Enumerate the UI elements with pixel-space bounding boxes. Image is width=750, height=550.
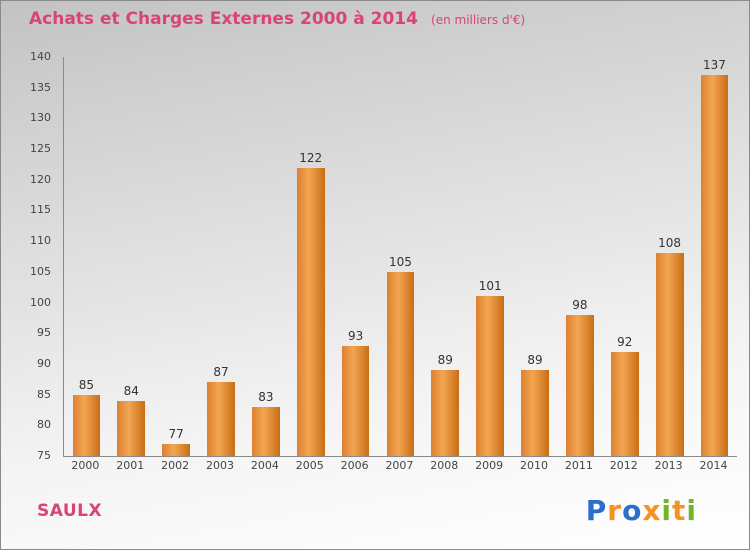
y-tick-label: 85 (37, 387, 51, 401)
plot-area: 85 84 77 87 83 122 93 105 89 101 89 98 92 108 137 (63, 57, 737, 457)
x-tick-label: 2002 (161, 459, 190, 472)
chart-title: Achats et Charges Externes 2000 à 2014 (29, 9, 418, 29)
bar-2011 (565, 314, 594, 456)
logo-letter: i (661, 494, 672, 527)
x-tick-label: 2000 (71, 459, 100, 472)
x-tick-label: 2011 (564, 459, 593, 472)
x-tick-label: 2013 (654, 459, 683, 472)
bar-slot-2000: 85 (64, 57, 109, 456)
y-tick-label: 95 (37, 326, 51, 340)
bar-slot-2003: 87 (199, 57, 244, 456)
logo-letter: P (585, 494, 608, 527)
bar-slot-2007: 105 (378, 57, 423, 456)
bar-2014 (700, 75, 729, 456)
bar-2009 (476, 296, 505, 456)
y-tick-label: 80 (37, 418, 51, 432)
bar-value-label: 87 (213, 365, 229, 380)
bar-2007 (386, 271, 415, 456)
bar-slot-2008: 89 (423, 57, 468, 456)
y-tick-label: 100 (30, 295, 51, 309)
bar-2012 (610, 351, 639, 456)
bar-slot-2009: 101 (468, 57, 513, 456)
bar-2004 (251, 406, 280, 456)
x-tick-label: 2014 (699, 459, 728, 472)
x-axis-labels: 2000 2001 2002 2003 2004 2005 2006 2007 2008 2009… (63, 459, 736, 475)
y-tick-label: 120 (30, 172, 51, 186)
x-tick-label: 2010 (520, 459, 549, 472)
y-tick-label: 75 (37, 449, 51, 462)
bar-value-label: 85 (78, 377, 95, 392)
bar-value-label: 92 (617, 334, 633, 349)
bar-value-label: 122 (299, 150, 323, 165)
bar-slot-2001: 84 (109, 57, 154, 456)
bar-slot-2010: 89 (513, 57, 558, 456)
bar-value-label: 105 (388, 254, 412, 269)
bar-value-label: 83 (258, 389, 274, 404)
bar-value-label: 89 (437, 353, 453, 368)
bar-2006 (341, 345, 370, 456)
bar-2005 (296, 167, 325, 456)
x-tick-label: 2001 (116, 459, 145, 472)
y-tick-label: 110 (30, 234, 51, 248)
bar-slot-2012: 92 (602, 57, 647, 456)
bar-slot-2006: 93 (333, 57, 378, 456)
bar-slot-2011: 98 (557, 57, 602, 456)
bar-value-label: 89 (527, 353, 543, 368)
bar-value-label: 108 (658, 236, 682, 251)
bar-value-label: 93 (347, 328, 364, 343)
logo-letter: r (607, 494, 623, 527)
chart-title-row: Achats et Charges Externes 2000 à 2014 (… (29, 9, 525, 29)
bar-slot-2005: 122 (288, 57, 333, 456)
logo-letter: x (642, 494, 662, 527)
bar-value-label: 137 (703, 58, 726, 73)
y-tick-label: 105 (30, 264, 51, 278)
bar-2002 (162, 443, 191, 456)
logo-letter: i (686, 494, 697, 527)
proxiti-logo: Proxiti (586, 494, 697, 527)
x-tick-label: 2009 (475, 459, 504, 472)
x-tick-label: 2008 (430, 459, 459, 472)
x-tick-label: 2003 (206, 459, 234, 472)
x-tick-label: 2006 (340, 459, 369, 472)
bar-slot-2013: 108 (647, 57, 692, 456)
chart-subtitle: (en milliers d'€) (431, 13, 526, 27)
bar-value-label: 98 (572, 297, 588, 312)
bar-slot-2002: 77 (154, 57, 199, 456)
bar-2010 (521, 370, 549, 456)
y-tick-label: 115 (30, 203, 51, 217)
bar-2001 (117, 400, 146, 456)
x-tick-label: 2004 (250, 459, 279, 472)
y-tick-label: 140 (30, 50, 51, 63)
bar-slot-2014: 137 (692, 57, 737, 456)
bar-value-label: 84 (123, 383, 139, 398)
bar-slot-2004: 83 (243, 57, 288, 456)
logo-letter: t (672, 494, 687, 527)
y-tick-label: 135 (30, 80, 51, 94)
x-tick-label: 2005 (295, 459, 324, 472)
bar-value-label: 101 (478, 279, 502, 294)
bar-value-label: 77 (168, 426, 184, 441)
bar-2008 (431, 370, 460, 456)
company-label: SAULX (37, 501, 103, 521)
x-tick-label: 2007 (385, 459, 414, 472)
y-tick-label: 130 (30, 111, 51, 125)
y-axis-labels: 75 80 85 90 95 100 105 110 115 120 125 130 135 140 (1, 51, 57, 462)
y-tick-label: 90 (37, 356, 51, 370)
logo-letter: o (622, 494, 643, 527)
bar-2013 (655, 253, 684, 456)
x-tick-label: 2012 (609, 459, 638, 472)
y-tick-label: 125 (30, 142, 51, 156)
bar-2000 (72, 394, 101, 456)
bar-2003 (207, 382, 235, 456)
